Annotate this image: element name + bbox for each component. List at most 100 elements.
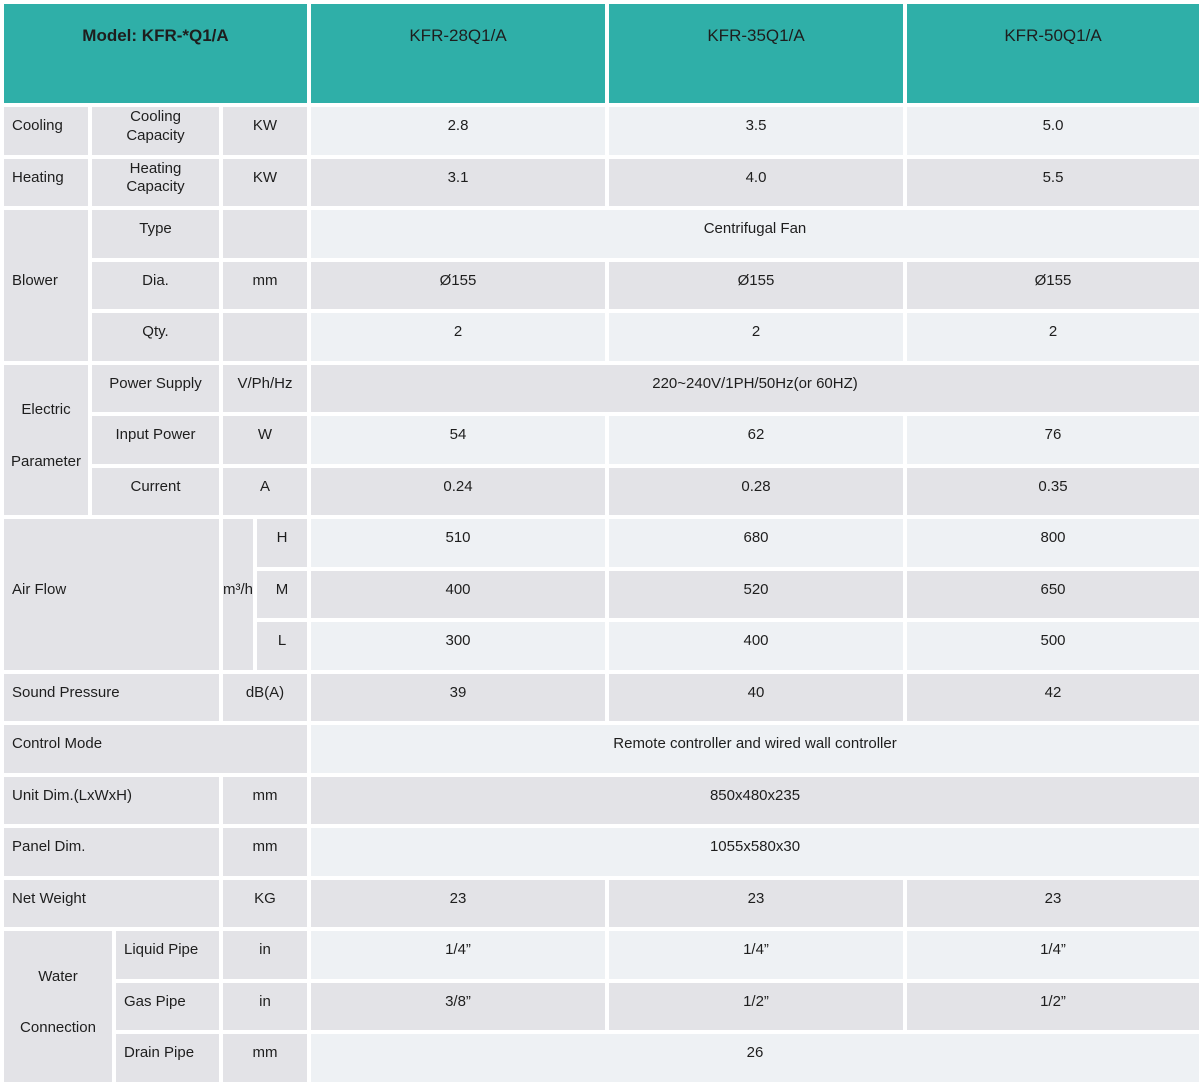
net-weight-value-kfr28: 23 <box>311 879 605 927</box>
net-weight-label-cell: Net Weight <box>4 879 219 927</box>
airflow-h-label-cell: H <box>257 519 307 567</box>
blower-type-value: Centrifugal Fan <box>311 210 1199 258</box>
power-supply-label-cell: Power Supply <box>92 364 219 412</box>
panel-dim-unit-cell: mm <box>223 828 307 876</box>
col-header-kfr35: KFR-35Q1/A <box>609 4 903 103</box>
blower-qty-label-cell: Qty. <box>92 313 219 361</box>
row-blower-qty: Qty. 2 2 2 <box>4 313 1199 361</box>
liquid-pipe-value-kfr50: 1/4” <box>907 931 1199 979</box>
row-blower-dia: Dia. mm Ø155 Ø155 Ø155 <box>4 261 1199 309</box>
row-panel-dim: Panel Dim. mm 1055x580x30 <box>4 828 1199 876</box>
airflow-m-value-kfr50: 650 <box>907 570 1199 618</box>
sound-pressure-label-cell: Sound Pressure <box>4 673 219 721</box>
heating-value-kfr28: 3.1 <box>311 158 605 206</box>
header-row: Model: KFR-*Q1/A KFR-28Q1/A KFR-35Q1/A K… <box>4 4 1199 103</box>
gas-pipe-unit-cell: in <box>223 982 307 1030</box>
heating-unit-cell: KW <box>223 158 307 206</box>
unit-dim-unit-cell: mm <box>223 776 307 824</box>
gas-pipe-label-cell: Gas Pipe <box>116 982 219 1030</box>
input-power-unit-cell: W <box>223 416 307 464</box>
drain-pipe-value: 26 <box>311 1034 1199 1082</box>
input-power-value-kfr50: 76 <box>907 416 1199 464</box>
control-mode-label-cell: Control Mode <box>4 725 307 773</box>
col-header-kfr50: KFR-50Q1/A <box>907 4 1199 103</box>
row-control-mode: Control Mode Remote controller and wired… <box>4 725 1199 773</box>
row-gas-pipe: Gas Pipe in 3/8” 1/2” 1/2” <box>4 982 1199 1030</box>
row-airflow-l: L 300 400 500 <box>4 622 1199 670</box>
airflow-h-value-kfr35: 680 <box>609 519 903 567</box>
power-supply-unit-cell: V/Ph/Hz <box>223 364 307 412</box>
current-unit-cell: A <box>223 467 307 515</box>
input-power-value-kfr35: 62 <box>609 416 903 464</box>
airflow-h-value-kfr28: 510 <box>311 519 605 567</box>
cooling-group-cell: Cooling <box>4 107 88 155</box>
electric-group-cell: Electric Parameter <box>4 364 88 515</box>
panel-dim-label-cell: Panel Dim. <box>4 828 219 876</box>
net-weight-unit-cell: KG <box>223 879 307 927</box>
blower-qty-unit-cell <box>223 313 307 361</box>
unit-dim-label-cell: Unit Dim.(LxWxH) <box>4 776 219 824</box>
current-label-cell: Current <box>92 467 219 515</box>
airflow-group-cell: Air Flow <box>4 519 219 670</box>
net-weight-value-kfr50: 23 <box>907 879 1199 927</box>
drain-pipe-unit-cell: mm <box>223 1034 307 1082</box>
heating-value-kfr35: 4.0 <box>609 158 903 206</box>
sound-pressure-value-kfr28: 39 <box>311 673 605 721</box>
panel-dim-value: 1055x580x30 <box>311 828 1199 876</box>
blower-dia-value-kfr50: Ø155 <box>907 261 1199 309</box>
cooling-value-kfr35: 3.5 <box>609 107 903 155</box>
row-net-weight: Net Weight KG 23 23 23 <box>4 879 1199 927</box>
net-weight-value-kfr35: 23 <box>609 879 903 927</box>
sound-pressure-unit-cell: dB(A) <box>223 673 307 721</box>
row-heating: Heating Heating Capacity KW 3.1 4.0 5.5 <box>4 158 1199 206</box>
heating-group-cell: Heating <box>4 158 88 206</box>
airflow-m-value-kfr35: 520 <box>609 570 903 618</box>
airflow-l-value-kfr28: 300 <box>311 622 605 670</box>
row-cooling: Cooling Cooling Capacity KW 2.8 3.5 5.0 <box>4 107 1199 155</box>
blower-type-unit-cell <box>223 210 307 258</box>
liquid-pipe-unit-cell: in <box>223 931 307 979</box>
blower-dia-value-kfr35: Ø155 <box>609 261 903 309</box>
gas-pipe-value-kfr35: 1/2” <box>609 982 903 1030</box>
current-value-kfr35: 0.28 <box>609 467 903 515</box>
row-airflow-m: M 400 520 650 <box>4 570 1199 618</box>
current-value-kfr28: 0.24 <box>311 467 605 515</box>
liquid-pipe-label-cell: Liquid Pipe <box>116 931 219 979</box>
airflow-l-value-kfr50: 500 <box>907 622 1199 670</box>
gas-pipe-value-kfr28: 3/8” <box>311 982 605 1030</box>
water-group-cell: Water Connection <box>4 931 112 1082</box>
heating-value-kfr50: 5.5 <box>907 158 1199 206</box>
airflow-h-value-kfr50: 800 <box>907 519 1199 567</box>
model-header-cell: Model: KFR-*Q1/A <box>4 4 307 103</box>
row-unit-dim: Unit Dim.(LxWxH) mm 850x480x235 <box>4 776 1199 824</box>
blower-dia-unit-cell: mm <box>223 261 307 309</box>
unit-dim-value: 850x480x235 <box>311 776 1199 824</box>
gas-pipe-value-kfr50: 1/2” <box>907 982 1199 1030</box>
blower-dia-label-cell: Dia. <box>92 261 219 309</box>
current-value-kfr50: 0.35 <box>907 467 1199 515</box>
col-header-kfr28: KFR-28Q1/A <box>311 4 605 103</box>
drain-pipe-label-cell: Drain Pipe <box>116 1034 219 1082</box>
liquid-pipe-value-kfr35: 1/4” <box>609 931 903 979</box>
row-blower-type: Blower Type Centrifugal Fan <box>4 210 1199 361</box>
blower-dia-value-kfr28: Ø155 <box>311 261 605 309</box>
heating-label-cell: Heating Capacity <box>92 158 219 206</box>
power-supply-value: 220~240V/1PH/50Hz(or 60HZ) <box>311 364 1199 412</box>
cooling-value-kfr50: 5.0 <box>907 107 1199 155</box>
sound-pressure-value-kfr50: 42 <box>907 673 1199 721</box>
row-sound-pressure: Sound Pressure dB(A) 39 40 42 <box>4 673 1199 721</box>
control-mode-value: Remote controller and wired wall control… <box>311 725 1199 773</box>
blower-group-cell: Blower <box>4 210 88 361</box>
airflow-m-value-kfr28: 400 <box>311 570 605 618</box>
cooling-unit-cell: KW <box>223 107 307 155</box>
row-airflow-h: Air Flow m³/h H 510 680 800 <box>4 519 1199 670</box>
airflow-unit-cell: m³/h <box>223 519 253 670</box>
airflow-m-label-cell: M <box>257 570 307 618</box>
blower-qty-value-kfr50: 2 <box>907 313 1199 361</box>
row-current: Current A 0.24 0.28 0.35 <box>4 467 1199 515</box>
blower-qty-value-kfr35: 2 <box>609 313 903 361</box>
sound-pressure-value-kfr35: 40 <box>609 673 903 721</box>
input-power-label-cell: Input Power <box>92 416 219 464</box>
cooling-label-cell: Cooling Capacity <box>92 107 219 155</box>
